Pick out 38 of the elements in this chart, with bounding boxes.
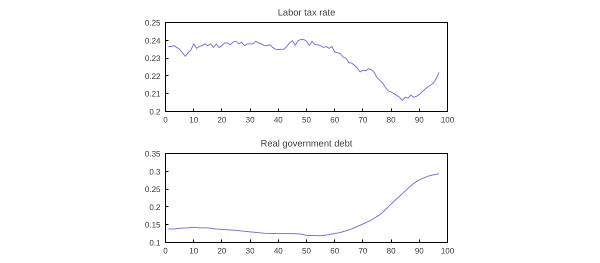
x-tick-label: 90 xyxy=(414,116,424,124)
x-tick-label: 80 xyxy=(386,246,396,256)
x-tick-label: 60 xyxy=(330,246,340,256)
x-tick-label: 80 xyxy=(386,116,396,124)
y-tick-label: 0.25 xyxy=(144,185,162,194)
y-tick-label: 0.24 xyxy=(144,36,162,46)
x-tick-label: 0 xyxy=(163,116,168,124)
x-tick-label: 50 xyxy=(302,246,312,256)
y-tick-label: 0.2 xyxy=(149,202,162,212)
x-tick-label: 50 xyxy=(302,116,312,124)
line-series xyxy=(168,173,440,236)
x-tick-label: 10 xyxy=(189,246,199,256)
x-tick-label: 90 xyxy=(414,246,424,256)
chart-title: Real government debt xyxy=(260,138,353,148)
x-tick-label: 40 xyxy=(274,116,284,124)
y-tick-label: 0.22 xyxy=(144,72,162,81)
chart-title: Labor tax rate xyxy=(278,8,336,18)
y-tick-label: 0.35 xyxy=(144,150,162,158)
x-tick-label: 70 xyxy=(358,116,368,124)
x-tick-label: 20 xyxy=(217,246,227,256)
x-tick-label: 60 xyxy=(330,116,340,124)
x-tick-label: 30 xyxy=(246,246,256,256)
y-tick-label: 0.23 xyxy=(144,54,162,64)
y-tick-label: 0.25 xyxy=(144,18,162,28)
y-tick-label: 0.1 xyxy=(149,238,162,248)
x-tick-label: 0 xyxy=(163,246,168,256)
x-tick-label: 70 xyxy=(358,246,368,256)
line-series xyxy=(168,38,440,101)
y-tick-label: 0.3 xyxy=(149,167,162,176)
y-tick-label: 0.2 xyxy=(149,108,162,116)
x-tick-label: 20 xyxy=(217,116,227,124)
x-tick-label: 100 xyxy=(440,116,455,124)
x-tick-label: 30 xyxy=(246,116,256,124)
y-tick-label: 0.15 xyxy=(144,220,162,230)
y-tick-label: 0.21 xyxy=(144,90,162,99)
x-tick-label: 100 xyxy=(440,246,455,256)
x-tick-label: 10 xyxy=(189,116,199,124)
x-tick-label: 40 xyxy=(274,246,284,256)
